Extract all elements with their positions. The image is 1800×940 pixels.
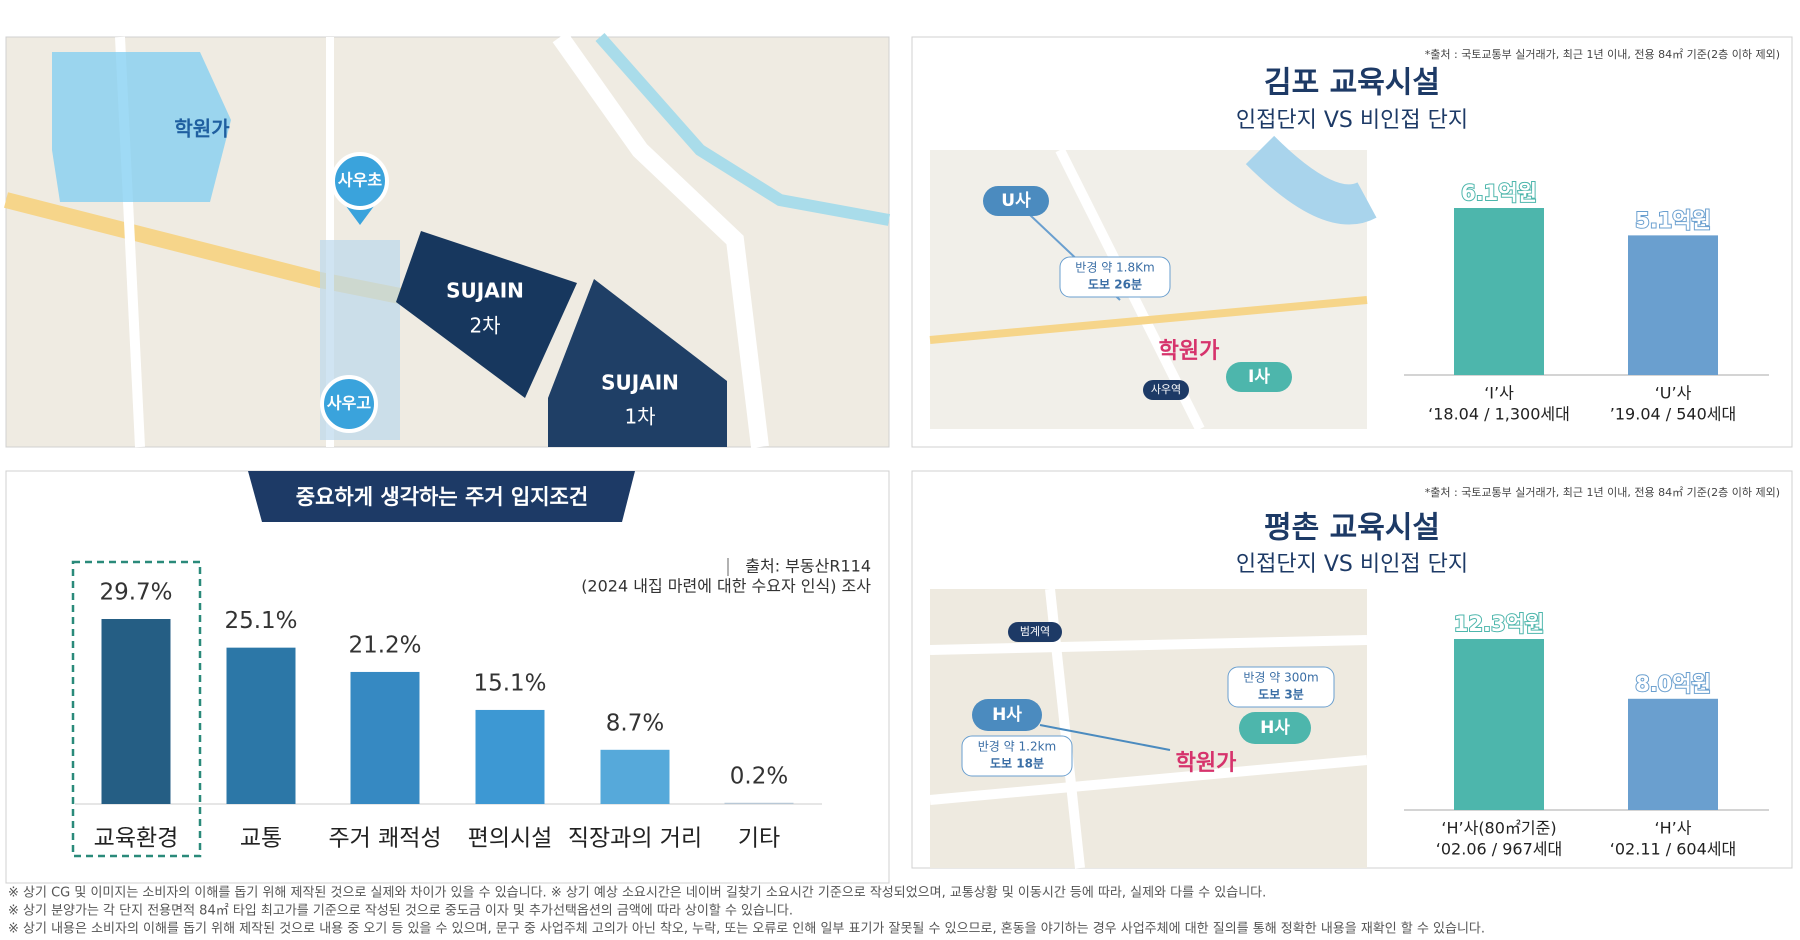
bar [1454,208,1544,375]
value-label: 0.2% [730,763,788,789]
road [552,31,769,449]
academy-zone [52,52,231,202]
map-label: I사 [1248,367,1270,387]
pin-label: 사우고 [327,394,371,413]
category-label: ‘H’사 [1655,819,1692,838]
pill [972,699,1042,731]
category-label: ‘U’사 [1655,384,1692,403]
map-label: 도보 26분 [1088,278,1142,292]
value-label: 8.0억원 [1635,672,1711,696]
road [929,755,1368,805]
category-label: ‘H’사(80㎡기준) [1441,819,1556,838]
site-label: SUJAIN [601,371,679,395]
route [1039,724,1171,751]
map-label: 학원가 [1159,339,1220,364]
bar [101,619,171,804]
road [929,296,1368,344]
category-label: ‘I’사 [1484,384,1514,403]
pill [1239,712,1311,744]
pin-label: 사우초 [338,171,382,190]
river [1245,135,1377,225]
river [595,33,891,226]
highlight-box [71,560,202,858]
sujain2-site [396,231,577,398]
chart-title: 중요하게 생각하는 주거 입지조건 [296,485,588,509]
category-detail: ‘02.11 / 604세대 [1610,840,1736,859]
chart-subtitle: 인접단지 VS 비인접 단지 [1236,552,1468,577]
site-map: 학원가 SUJAIN 2차 SUJAIN 1차 사우초 사우고 [4,31,891,449]
footnote: ※ 상기 CG 및 이미지는 소비자의 이해를 돕기 위해 제작된 것으로 실제… [8,886,1266,901]
area-map: U사 반경 약 1.8Km 도보 26분 학원가 I사 사우역 [929,135,1377,432]
pin [331,152,389,210]
chart-subtitle: 인접단지 VS 비인접 단지 [1236,108,1468,133]
value-label: 5.1억원 [1635,208,1711,232]
bar [724,802,794,804]
site-label: SUJAIN [446,279,524,303]
bubble [961,735,1073,777]
map-label: 도보 3분 [1258,688,1304,702]
category-label: 주거 쾌적성 [328,826,441,852]
category-detail: ‘18.04 / 1,300세대 [1428,405,1570,424]
value-label: 25.1% [224,608,297,634]
category-label: 교통 [240,826,282,852]
pin [320,375,378,433]
sujain1-site [548,279,727,447]
pill [1226,362,1292,392]
source-note: (2024 내집 마련에 대한 수요자 인식) 조사 [581,577,871,596]
category-label: 기타 [738,826,780,852]
category-detail: ‘02.06 / 967세대 [1436,840,1562,859]
site-label: 1차 [624,405,655,429]
footnote: ※ 상기 분양가는 각 단지 전용면적 84㎡ 타입 최고가를 기준으로 작성된… [8,904,793,919]
map-label: 반경 약 1.2km [978,739,1056,754]
chart-title: 김포 교육시설 [1264,66,1440,101]
map-label: H사 [992,705,1022,725]
value-label: 15.1% [473,670,546,696]
category-label: 편의시설 [468,826,553,852]
pill [1143,380,1189,400]
road [929,635,1368,655]
map-label: U사 [1001,191,1031,211]
map-label: 반경 약 300m [1243,670,1318,685]
pill [1008,622,1062,642]
category-label: 교육환경 [94,826,179,852]
value-label: 29.7% [99,580,172,606]
area-map: 범계역 H사 반경 약 1.2km 도보 18분 반경 약 300m 도보 3분… [929,588,1368,869]
bar [1454,639,1544,810]
category-detail: ’19.04 / 540세대 [1610,405,1736,424]
map-label: 범계역 [1020,625,1050,638]
bar [1628,698,1718,810]
value-label: 8.7% [606,710,664,736]
source: *출처 : 국토교통부 실거래가, 최근 1년 이내, 전용 84㎡ 기준(2층… [1425,485,1780,499]
chart-title: 평촌 교육시설 [1264,511,1440,546]
category-label: 직장과의 거리 [568,826,702,852]
bar [226,647,296,804]
pill [983,186,1049,216]
bar [600,749,670,804]
bar [1628,235,1718,375]
bar [475,709,545,804]
value-label: 6.1억원 [1461,181,1537,205]
footnote: ※ 상기 내용은 소비자의 이해를 돕기 위해 제작된 것으로 내용 중 오기 … [8,922,1485,937]
bubble [1227,666,1335,708]
title-banner [248,471,635,522]
map-label: H사 [1260,718,1290,738]
source: *출처 : 국토교통부 실거래가, 최근 1년 이내, 전용 84㎡ 기준(2층… [1425,47,1780,61]
site-label: 2차 [469,314,500,338]
value-label: 21.2% [348,632,421,658]
source: 출처: 부동산R114 [745,557,871,576]
academy-label: 학원가 [174,117,230,141]
bar [350,671,420,804]
value-label: 12.3억원 [1454,612,1544,636]
map-label: 반경 약 1.8Km [1075,260,1154,275]
map-label: 도보 18분 [990,757,1044,771]
bubble [1059,256,1171,298]
map-label: 사우역 [1151,383,1181,396]
map-label: 학원가 [1176,751,1237,776]
